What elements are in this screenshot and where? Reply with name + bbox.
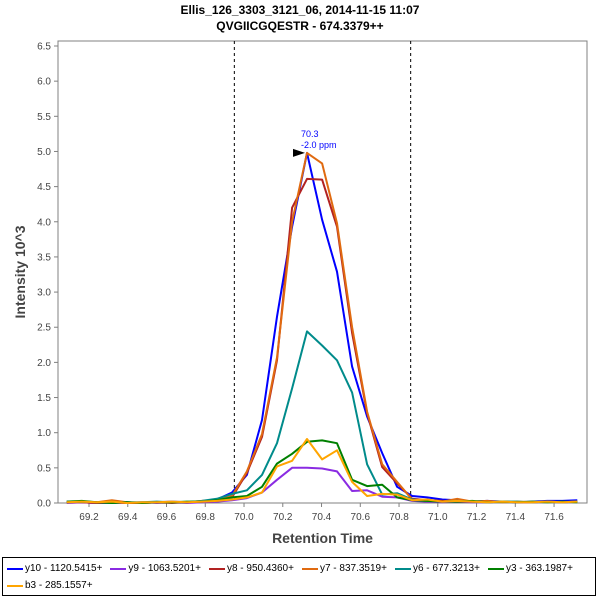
legend-item: y7 - 837.3519+ — [301, 560, 387, 577]
y-tick-label: 1.5 — [37, 393, 51, 404]
y-tick-label: 0.0 — [37, 499, 51, 510]
chart-title: Ellis_126_3303_3121_06, 2014-11-15 11:07 — [180, 3, 420, 17]
x-tick-label: 70.6 — [351, 512, 371, 523]
legend-swatch — [7, 584, 23, 587]
legend-label: y9 - 1063.5201+ — [128, 563, 201, 574]
chart-subtitle: QVGIICGQESTR - 674.3379++ — [216, 19, 384, 33]
x-tick-label: 70.0 — [234, 512, 254, 523]
legend-label: b3 - 285.1557+ — [25, 580, 93, 591]
y-tick-label: 0.5 — [37, 463, 51, 474]
y-tick-label: 2.5 — [37, 323, 51, 334]
x-tick-label: 70.4 — [312, 512, 332, 523]
legend-label: y8 - 950.4360+ — [226, 563, 294, 574]
y-tick-label: 5.5 — [37, 112, 51, 123]
y-tick-label: 6.0 — [37, 77, 51, 88]
legend-label: y3 - 363.1987+ — [505, 563, 573, 574]
peak-annotation-ppm: -2.0 ppm — [301, 140, 337, 150]
x-tick-label: 69.2 — [79, 512, 99, 523]
x-tick-label: 70.2 — [273, 512, 293, 523]
legend-label: y10 - 1120.5415+ — [25, 563, 103, 574]
legend-item: y6 - 677.3213+ — [394, 560, 480, 577]
peak-annotation-rt: 70.3 — [301, 129, 319, 139]
y-tick-label: 3.0 — [37, 288, 51, 299]
x-tick-label: 70.8 — [389, 512, 409, 523]
y-tick-label: 1.0 — [37, 428, 51, 439]
legend: y10 - 1120.5415+ y9 - 1063.5201+ y8 - 950.… — [2, 557, 596, 596]
legend-swatch — [7, 567, 23, 570]
legend-item: y3 - 363.1987+ — [487, 560, 573, 577]
legend-swatch — [301, 567, 318, 570]
x-tick-label: 71.4 — [506, 512, 526, 523]
x-tick-label: 69.8 — [196, 512, 216, 523]
y-tick-label: 2.0 — [37, 358, 51, 369]
legend-label: y6 - 677.3213+ — [412, 563, 480, 574]
legend-swatch — [208, 567, 225, 570]
legend-swatch — [487, 567, 504, 570]
x-tick-label: 71.2 — [467, 512, 487, 523]
legend-item: y9 - 1063.5201+ — [110, 560, 201, 577]
peak-arrow-icon — [292, 148, 305, 157]
legend-item: y10 - 1120.5415+ — [7, 560, 102, 577]
x-tick-label: 69.6 — [157, 512, 177, 523]
legend-swatch — [110, 567, 127, 570]
y-tick-label: 4.0 — [37, 217, 51, 228]
series-line-b3 — [66, 438, 578, 504]
x-tick-label: 69.4 — [118, 512, 138, 523]
y-tick-label: 5.0 — [37, 147, 51, 158]
legend-item: b3 - 285.1557+ — [7, 577, 93, 594]
y-tick-label: 3.5 — [37, 252, 51, 263]
x-tick-label: 71.0 — [428, 512, 448, 523]
y-tick-label: 4.5 — [37, 182, 51, 193]
y-axis-label: Intensity 10^3 — [12, 225, 28, 318]
y-tick-label: 6.5 — [37, 42, 51, 53]
legend-swatch — [394, 567, 411, 570]
plot-frame — [57, 40, 588, 504]
legend-label: y7 - 837.3519+ — [319, 563, 387, 574]
plot-area: 0.0 0.5 1.0 1.5 2.0 2.5 3.0 3.5 4.0 4.5 5.0 5.5 6.0 6… — [12, 40, 588, 546]
x-tick-label: 71.6 — [544, 512, 564, 523]
x-axis-label: Retention Time — [272, 530, 373, 546]
legend-item: y8 - 950.4360+ — [208, 560, 294, 577]
